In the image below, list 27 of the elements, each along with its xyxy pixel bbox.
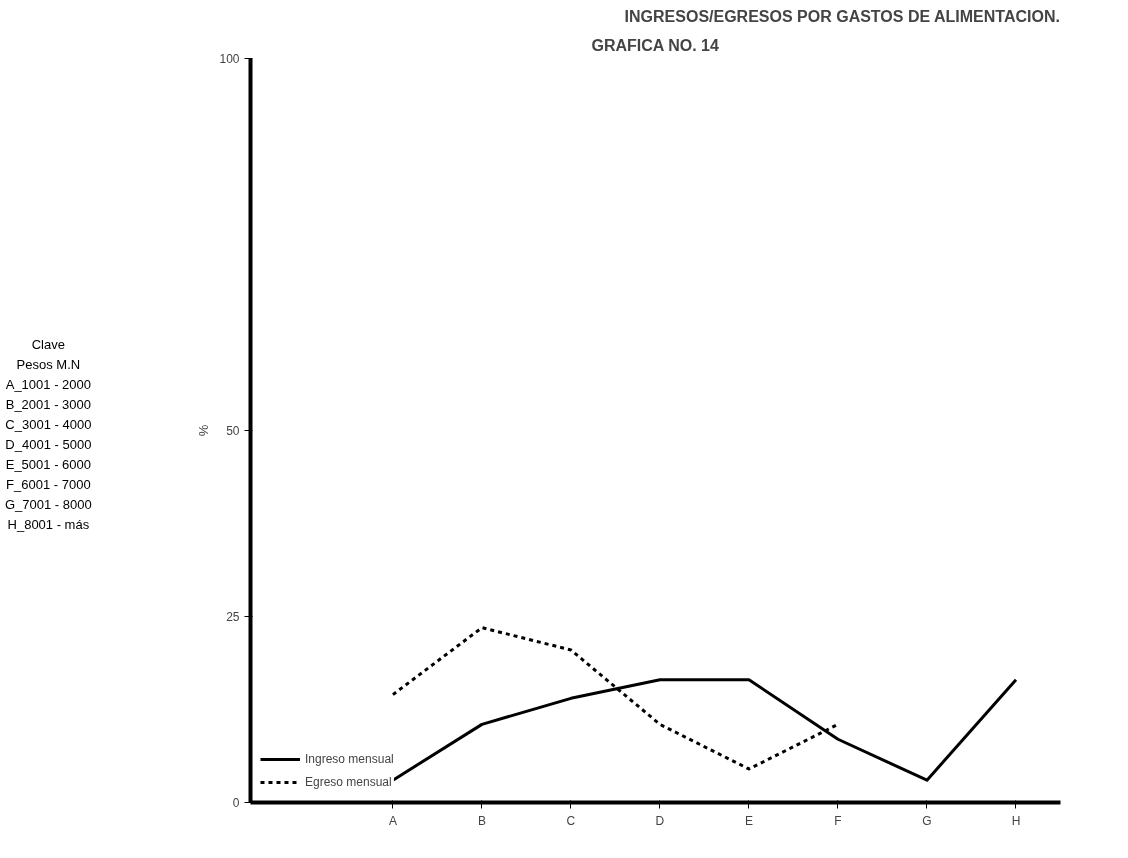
x-tick-label: B: [477, 813, 486, 828]
x-tick-label: C: [566, 813, 576, 828]
legend-label: Ingreso mensual: [305, 752, 394, 766]
text: H_8001 - más: [6, 516, 91, 534]
text: A_1001 - 2000: [5, 376, 92, 394]
y-axis-title: %: [196, 424, 212, 437]
text: C_3001 - 4000: [5, 416, 92, 434]
legend-label: Egreso mensual: [305, 775, 392, 789]
x-tick-label: G: [922, 813, 932, 828]
x-tick-label: H: [1011, 813, 1021, 828]
x-tick-label: F: [834, 813, 842, 828]
text: B_2001 - 3000: [5, 396, 92, 414]
text: F_6001 - 7000: [5, 476, 92, 494]
chart-title: GRAFICA NO. 14: [591, 36, 720, 54]
y-tick-label: 100: [219, 52, 240, 66]
x-tick-label: A: [388, 813, 397, 828]
y-tick-label: 50: [226, 424, 240, 438]
y-tick-label: 25: [226, 610, 240, 624]
y-tick-label: 0: [232, 796, 240, 810]
text: Pesos M.N: [15, 356, 82, 374]
text: E_5001 - 6000: [5, 456, 92, 474]
text: Clave: [30, 336, 66, 354]
text: D_4001 - 5000: [5, 436, 92, 454]
chart-subtitle: INGRESOS/EGRESOS POR GASTOS DE ALIMENTACION.: [624, 7, 1060, 25]
x-tick-label: E: [744, 813, 753, 828]
text: G_7001 - 8000: [5, 496, 92, 514]
x-tick-label: D: [655, 813, 665, 828]
